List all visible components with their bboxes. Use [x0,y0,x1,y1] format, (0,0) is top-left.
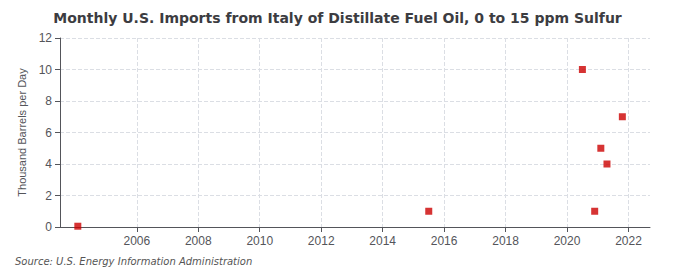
svg-text:2008: 2008 [185,234,212,248]
svg-text:0: 0 [45,220,52,234]
svg-text:Thousand Barrels per Day: Thousand Barrels per Day [16,68,28,197]
svg-text:Source: U.S. Energy Informatio: Source: U.S. Energy Information Administ… [15,256,252,267]
svg-text:6: 6 [45,126,52,140]
svg-text:2018: 2018 [492,234,519,248]
svg-text:4: 4 [45,157,52,171]
svg-text:12: 12 [39,31,53,45]
svg-text:8: 8 [45,94,52,108]
svg-text:Monthly U.S. Imports from Ital: Monthly U.S. Imports from Italy of Disti… [53,10,622,26]
svg-text:2006: 2006 [123,234,150,248]
svg-text:2022: 2022 [615,234,642,248]
svg-text:2: 2 [45,189,52,203]
svg-text:2016: 2016 [431,234,458,248]
svg-text:2012: 2012 [308,234,335,248]
svg-text:2020: 2020 [554,234,581,248]
svg-text:2010: 2010 [246,234,273,248]
svg-text:10: 10 [39,63,53,77]
svg-text:2014: 2014 [369,234,396,248]
